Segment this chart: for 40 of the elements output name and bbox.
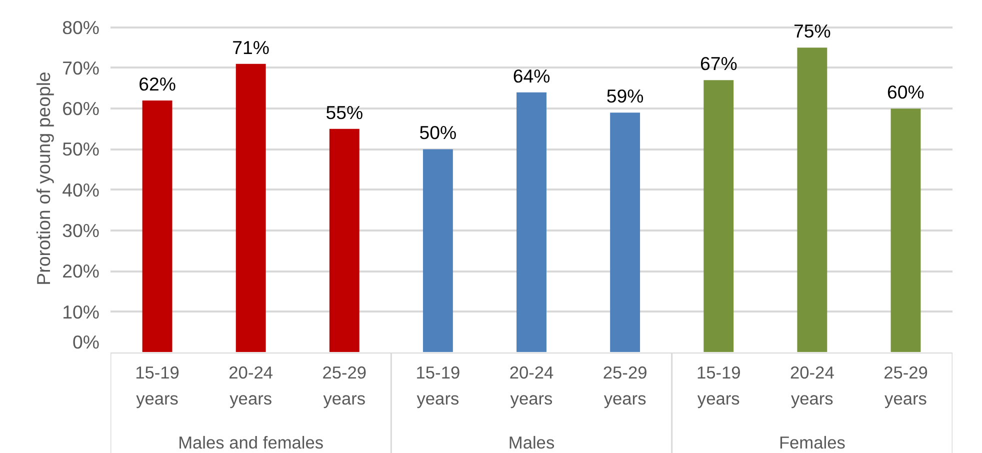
text: Females xyxy=(778,432,846,452)
x-tick-label: 20-24 years xyxy=(790,362,835,409)
bar xyxy=(610,112,640,352)
x-tick-label: 15-19 years xyxy=(135,362,180,409)
bar xyxy=(236,64,266,352)
text: Males xyxy=(508,432,555,452)
x-tick-label: 25-29 years xyxy=(602,362,648,409)
bar xyxy=(516,92,546,352)
bar xyxy=(329,128,360,352)
bar xyxy=(704,80,734,352)
data-label: 55% xyxy=(326,102,364,123)
y-tick-label: 30% xyxy=(62,220,100,242)
data-label: 71% xyxy=(232,36,270,58)
bar xyxy=(422,149,453,352)
bar xyxy=(142,100,172,352)
y-tick-label: 70% xyxy=(62,57,100,78)
x-tick-label: 15-19 years xyxy=(416,362,460,409)
data-label: 60% xyxy=(887,82,924,103)
text: Males and females xyxy=(178,432,324,452)
data-label: 50% xyxy=(419,122,457,144)
data-label: 75% xyxy=(793,20,831,42)
y-tick-label: 20% xyxy=(62,260,100,282)
data-label: 59% xyxy=(606,86,644,107)
bar xyxy=(797,48,828,352)
y-tick-label: 0% xyxy=(72,332,100,352)
x-tick-label: 25-29 years xyxy=(884,362,928,409)
x-tick-label: 20-24 years xyxy=(509,362,554,409)
y-tick-label: 50% xyxy=(62,138,100,160)
y-tick-label: 10% xyxy=(62,301,100,322)
data-label: 62% xyxy=(138,73,176,94)
x-tick-label: 20-24 years xyxy=(228,362,274,409)
y-tick-label: 60% xyxy=(62,98,100,120)
x-tick-label: 15-19 years xyxy=(696,362,741,409)
data-label: 64% xyxy=(512,65,550,86)
data-label: 67% xyxy=(700,53,738,74)
bar xyxy=(890,108,921,352)
x-tick-label: 25-29 years xyxy=(322,362,367,409)
y-axis-title: Prorotion of young people xyxy=(33,72,54,286)
y-tick-label: 80% xyxy=(62,16,100,38)
y-tick-label: 40% xyxy=(62,179,100,200)
